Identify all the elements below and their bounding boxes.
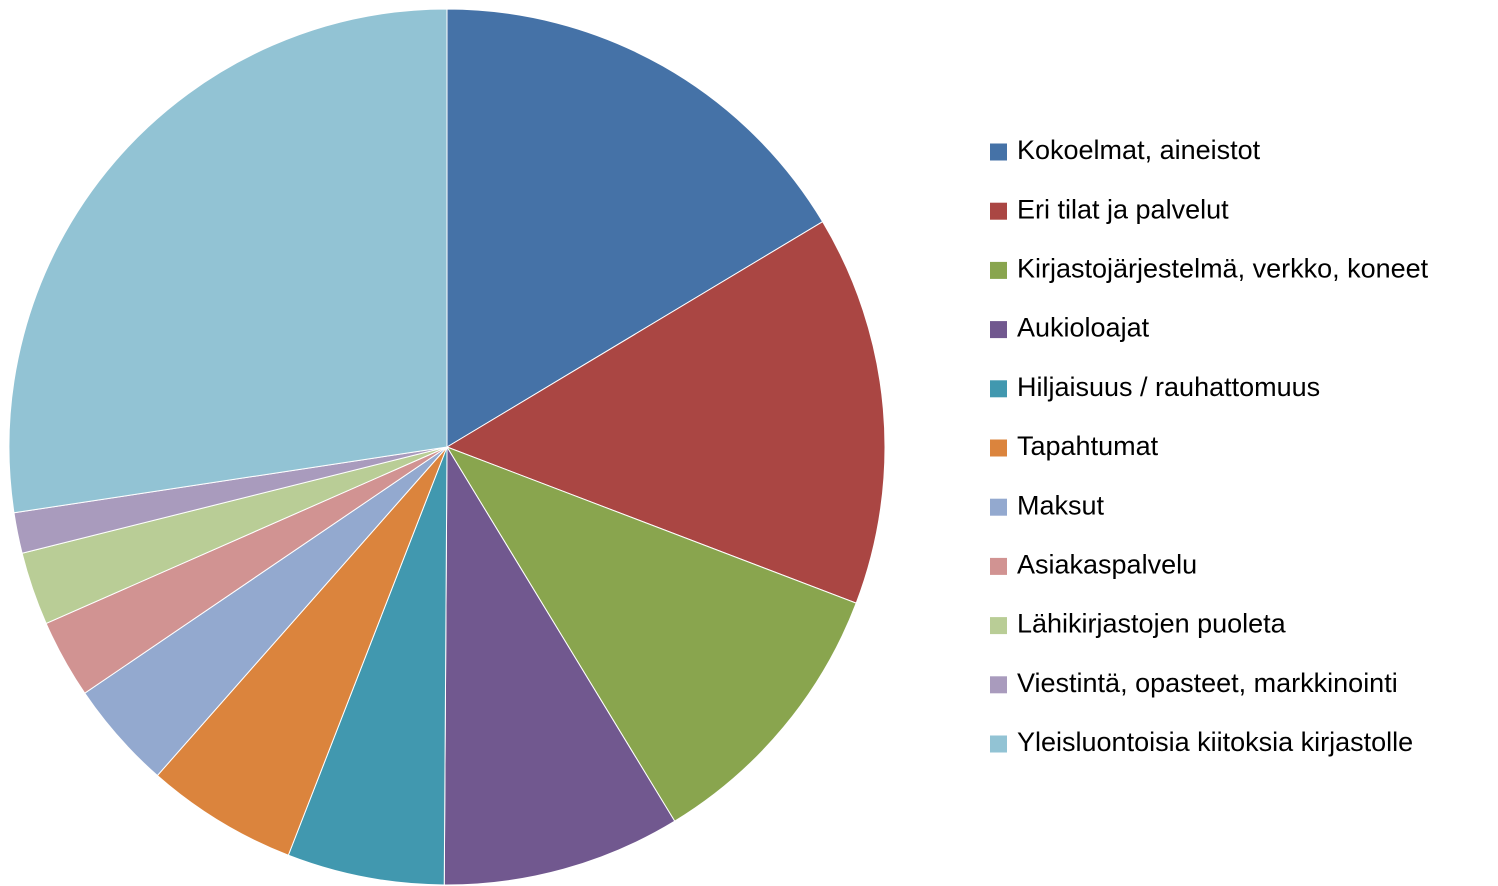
- pie-slice: [445, 220, 886, 604]
- legend-label: Viestintä, opasteet, markkinointi: [1017, 668, 1398, 698]
- pie-slice: [8, 8, 448, 514]
- legend-swatch: [990, 321, 1007, 339]
- legend-label: Maksut: [1017, 490, 1105, 520]
- legend-swatch: [990, 143, 1007, 161]
- legend-label: Tapahtumat: [1017, 431, 1159, 461]
- legend-swatch: [990, 557, 1007, 575]
- legend-label: Aukioloajat: [1017, 313, 1150, 343]
- legend-swatch: [990, 498, 1007, 516]
- legend-swatch: [990, 202, 1007, 220]
- legend-swatch: [990, 735, 1007, 753]
- legend-label: Yleisluontoisia kiitoksia kirjastolle: [1017, 727, 1413, 757]
- legend-label: Asiakaspalvelu: [1017, 550, 1197, 580]
- legend-swatch: [990, 261, 1007, 279]
- pie-slice: [445, 446, 857, 822]
- legend-label: Kokoelmat, aineistot: [1017, 135, 1261, 165]
- legend-swatch: [990, 676, 1007, 694]
- pie-slice: [287, 446, 448, 886]
- legend-swatch: [990, 380, 1007, 398]
- pie-slice: [446, 8, 824, 448]
- legend-label: Hiljaisuus / rauhattomuus: [1017, 372, 1320, 402]
- legend-swatch: [990, 617, 1007, 635]
- pie-slice: [156, 446, 448, 856]
- legend-swatch: [990, 439, 1007, 457]
- legend-label: Kirjastojärjestelmä, verkko, koneet: [1017, 254, 1429, 284]
- legend-label: Eri tilat ja palvelut: [1017, 194, 1229, 224]
- pie-slice: [443, 445, 676, 886]
- legend-label: Lähikirjastojen puoleta: [1017, 609, 1287, 639]
